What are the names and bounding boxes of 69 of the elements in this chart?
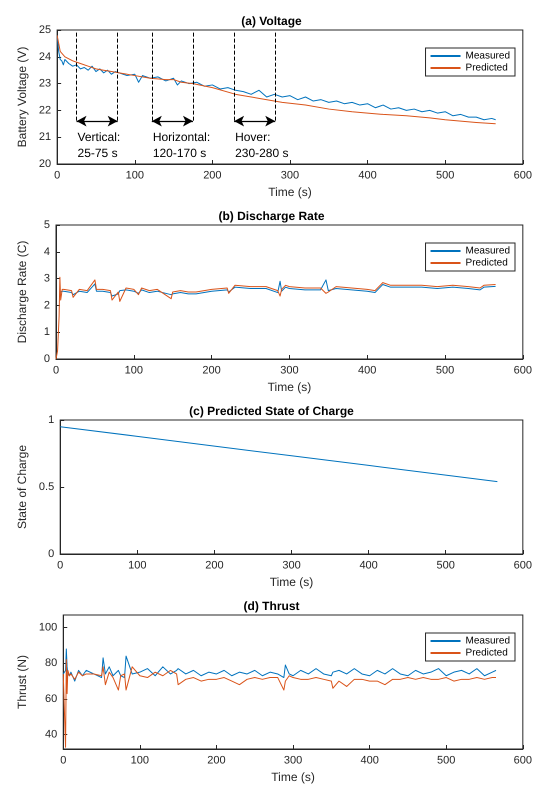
- x-tick-label: 200: [202, 364, 221, 376]
- x-tick-label: 400: [359, 560, 378, 572]
- x-axis-title: Time (s): [268, 380, 312, 394]
- y-tick-label: 4: [44, 246, 50, 258]
- chart-title: (d) Thrust: [244, 599, 300, 613]
- legend-label: Predicted: [466, 648, 508, 658]
- legend-label: Predicted: [466, 62, 508, 74]
- x-tick-label: 500: [437, 754, 456, 766]
- y-tick-label: 1: [48, 414, 54, 426]
- y-tick-label: 1: [44, 326, 50, 338]
- x-tick-label: 300: [280, 364, 299, 376]
- y-tick-label: 20: [38, 158, 52, 170]
- y-tick-label: 0: [48, 548, 54, 560]
- y-tick-label: 23: [38, 78, 52, 90]
- x-tick-label: 600: [514, 754, 532, 766]
- x-tick-label: 200: [205, 560, 224, 572]
- y-axis-title: Discharge Rate (C): [15, 240, 29, 344]
- x-tick-label: 400: [358, 170, 377, 182]
- x-tick-label: 300: [282, 560, 301, 572]
- x-tick-label: 600: [514, 560, 532, 572]
- legend-label: Measured: [466, 50, 510, 62]
- line-series: [60, 426, 498, 482]
- y-axis-title: State of Charge: [15, 444, 29, 530]
- chart-title: (a) Voltage: [241, 14, 302, 28]
- legend-label: Measured: [466, 246, 510, 256]
- y-axis-title: Thrust (N): [15, 654, 29, 709]
- y-tick-label: 2: [44, 299, 50, 312]
- y-axis-title: Battery Voltage (V): [15, 46, 29, 148]
- y-tick-label: 24: [38, 50, 52, 63]
- x-axis-title: Time (s): [270, 575, 314, 589]
- line-series: [62, 659, 497, 748]
- chart-title: (c) Predicted State of Charge: [189, 404, 354, 418]
- x-tick-label: 100: [130, 754, 150, 766]
- y-tick-label: 0.5: [38, 481, 54, 493]
- y-tick-label: 80: [45, 657, 58, 670]
- x-tick-label: 500: [436, 364, 454, 376]
- y-tick-label: 0: [44, 353, 50, 365]
- x-tick-label: 600: [514, 364, 532, 376]
- legend-label: Measured: [466, 636, 510, 646]
- x-tick-label: 200: [203, 170, 222, 182]
- x-tick-label: 300: [280, 170, 300, 182]
- x-tick-label: 600: [514, 170, 532, 182]
- x-tick-label: 100: [124, 364, 143, 376]
- x-axis-title: Time (s): [268, 185, 312, 199]
- x-tick-label: 100: [126, 170, 144, 182]
- annotation: Horizontal: 120-170 s: [152, 130, 210, 160]
- legend-label: Predicted: [466, 258, 508, 268]
- x-axis-title: Time (s): [271, 770, 315, 784]
- y-tick-label: 60: [45, 692, 58, 705]
- annotation: Vertical: 25-75 s: [78, 130, 120, 160]
- x-tick-label: 300: [284, 754, 302, 766]
- y-tick-label: 3: [44, 272, 50, 285]
- annotation: Hover: 230-280 s: [235, 130, 288, 160]
- x-tick-label: 0: [60, 754, 66, 766]
- y-tick-label: 25: [38, 24, 52, 36]
- x-tick-label: 200: [207, 754, 226, 766]
- y-tick-label: 22: [38, 104, 52, 116]
- x-tick-label: 500: [436, 560, 455, 572]
- x-tick-label: 100: [128, 560, 146, 572]
- chart-title: (b) Discharge Rate: [218, 209, 325, 223]
- x-tick-label: 400: [360, 754, 379, 766]
- x-tick-label: 400: [358, 364, 376, 376]
- y-tick-label: 5: [44, 219, 50, 231]
- line-series: [60, 279, 496, 297]
- x-tick-label: 500: [436, 170, 454, 182]
- line-series: [56, 276, 496, 360]
- y-tick-label: 100: [38, 622, 58, 634]
- y-tick-label: 40: [45, 728, 58, 741]
- y-tick-label: 21: [38, 131, 52, 144]
